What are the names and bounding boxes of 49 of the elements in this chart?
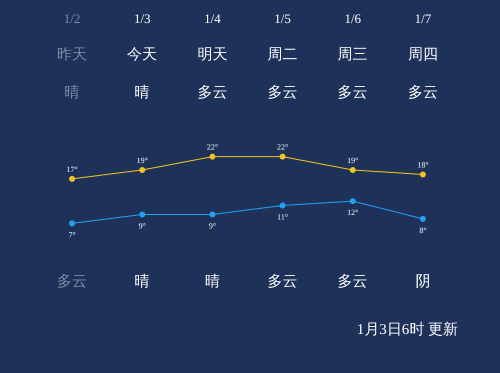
point	[280, 202, 286, 209]
point	[280, 154, 286, 160]
text: 阴	[414, 273, 432, 292]
data-label: 11°	[277, 212, 288, 222]
point	[420, 171, 426, 178]
text: 晴	[204, 272, 221, 292]
text: 今天	[126, 46, 158, 65]
text: 明天	[196, 46, 228, 65]
data-label: 19°	[136, 156, 148, 165]
data-label: 22°	[276, 142, 288, 152]
text: 昨天	[56, 46, 88, 65]
point	[350, 167, 356, 173]
data-label: 7°	[68, 230, 76, 240]
text: 多云	[266, 84, 299, 103]
x-tick-label: 1/6	[344, 10, 362, 26]
text: 多云	[56, 272, 88, 292]
x-tick-label: 1/5	[274, 10, 291, 26]
data-label: 19°	[347, 156, 358, 165]
point	[139, 167, 146, 173]
point	[69, 176, 76, 182]
text: 1月3日6时 更新	[356, 320, 458, 339]
data-label: 17°	[66, 164, 78, 174]
point	[350, 198, 356, 204]
data-label: 9°	[208, 221, 216, 230]
x-tick-label: 1/3	[134, 10, 151, 26]
x-tick-label: 1/2	[64, 10, 80, 26]
text: 晴	[134, 272, 151, 292]
point	[209, 154, 216, 160]
point	[139, 211, 146, 218]
text: 多云	[266, 272, 299, 292]
data-label: 9°	[138, 221, 146, 230]
x-tick-label: 1/4	[204, 10, 222, 26]
data-label: 22°	[206, 142, 218, 152]
point	[69, 220, 76, 226]
data-label: 8°	[419, 226, 427, 235]
x-tick-label: 1/7	[414, 10, 432, 26]
point	[209, 211, 216, 218]
text: 晴	[64, 84, 81, 103]
text: 晴	[134, 84, 151, 103]
data-label: 12°	[347, 208, 358, 218]
point	[420, 216, 426, 222]
text: 多云	[196, 84, 228, 103]
text: 多云	[336, 84, 369, 103]
text: 周三	[336, 46, 369, 65]
text: 周四	[406, 46, 439, 65]
text: 多云	[336, 272, 369, 292]
text: 多云	[406, 84, 439, 103]
data-label: 18°	[417, 160, 429, 170]
text: 周二	[266, 46, 299, 65]
